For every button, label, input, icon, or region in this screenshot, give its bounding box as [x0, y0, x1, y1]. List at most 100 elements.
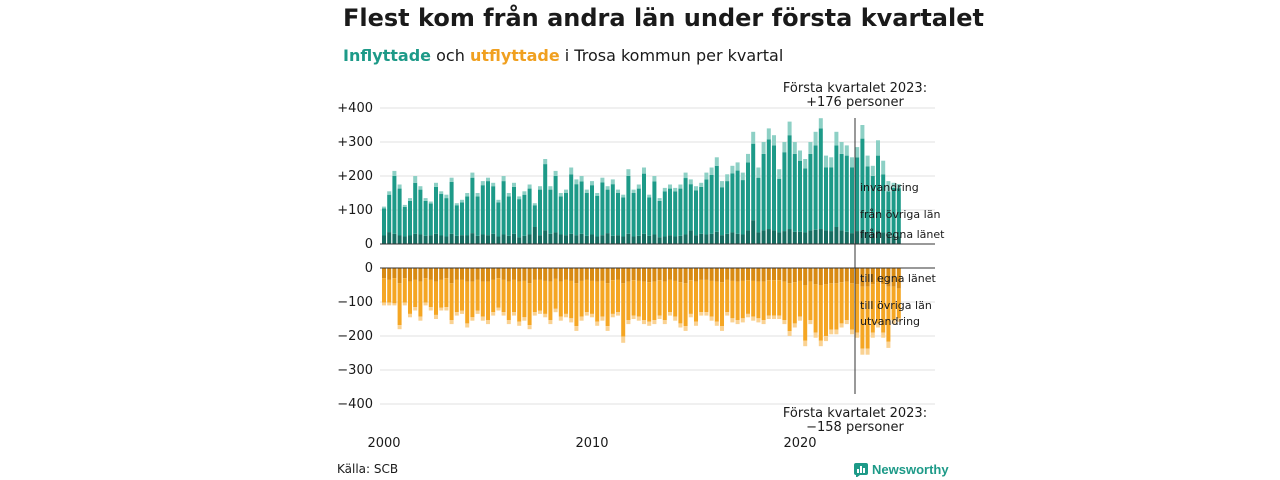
- bar-out-emigration: [418, 316, 423, 321]
- bar-out-other: [772, 280, 776, 316]
- bar-in-immigration: [558, 193, 563, 197]
- bar-out-local: [532, 268, 537, 280]
- bar-in-other: [891, 187, 896, 236]
- bar-out-other: [636, 280, 641, 317]
- bar-in-other: [605, 189, 610, 234]
- y-tick-top: +200: [337, 169, 373, 184]
- bar-in-other: [798, 160, 802, 232]
- bar-in-other: [548, 189, 553, 234]
- bar-out-other: [709, 280, 714, 317]
- bar-out-local: [896, 268, 901, 289]
- bar-out-local: [730, 268, 735, 281]
- bar-out-other: [574, 283, 579, 327]
- bar-out-emigration: [397, 325, 402, 330]
- bar-out-other: [428, 279, 433, 308]
- bar-in-local: [449, 233, 454, 244]
- bar-in-immigration: [470, 172, 475, 178]
- bar-out-emigration: [792, 323, 797, 328]
- bar-out-other: [480, 281, 485, 317]
- bar-out-local: [486, 268, 490, 282]
- bar-out-emigration: [423, 302, 428, 306]
- bar-in-immigration: [704, 172, 709, 180]
- bar-out-emigration: [694, 321, 698, 326]
- bar-in-local: [626, 233, 631, 244]
- bar-in-other: [824, 167, 828, 231]
- bar-in-other: [652, 181, 657, 235]
- bar-in-local: [761, 230, 766, 244]
- bar-in-local: [616, 235, 620, 244]
- bar-out-other: [725, 279, 730, 313]
- y-tick-top: +400: [337, 101, 373, 116]
- y-tick-bottom: −400: [337, 397, 373, 412]
- bar-out-local: [590, 268, 594, 281]
- bar-out-other: [834, 283, 839, 330]
- bar-out-emigration: [626, 320, 631, 325]
- bar-in-local: [496, 236, 501, 244]
- bar-out-other: [860, 286, 865, 349]
- bar-out-local: [558, 268, 563, 282]
- bar-in-other: [839, 153, 844, 231]
- bar-out-emigration: [579, 316, 584, 321]
- bar-in-immigration: [761, 142, 766, 154]
- bar-in-immigration: [423, 198, 428, 201]
- bar-in-local: [777, 232, 782, 244]
- bar-in-other: [870, 176, 875, 234]
- bar-in-other: [808, 153, 813, 231]
- bar-out-local: [501, 268, 506, 280]
- bar-in-immigration: [865, 155, 870, 167]
- bar-in-other: [751, 143, 756, 221]
- bar-out-local: [782, 268, 787, 282]
- bar-in-immigration: [668, 184, 672, 189]
- bar-out-local: [709, 268, 714, 281]
- bar-in-other: [881, 174, 886, 233]
- bar-out-local: [475, 268, 480, 280]
- bar-in-other: [621, 197, 626, 237]
- bar-out-other: [704, 279, 709, 313]
- y-tick-top: +300: [337, 135, 373, 150]
- bar-in-immigration: [772, 135, 776, 146]
- bar-out-emigration: [584, 312, 589, 316]
- bar-in-immigration: [480, 181, 485, 186]
- bar-out-local: [756, 268, 761, 282]
- bar-in-local: [397, 235, 402, 244]
- bar-out-other: [506, 281, 511, 321]
- bar-out-other: [850, 283, 854, 330]
- bar-out-other: [876, 282, 880, 324]
- bar-out-other: [538, 279, 542, 311]
- bar-out-local: [751, 268, 756, 281]
- bar-in-immigration: [532, 203, 537, 206]
- bar-in-immigration: [751, 131, 756, 144]
- bar-in-immigration: [746, 153, 750, 163]
- bar-out-emigration: [449, 320, 454, 325]
- bar-in-other: [475, 196, 480, 236]
- bar-in-immigration: [818, 118, 823, 129]
- bar-in-other: [501, 181, 506, 235]
- bar-out-local: [865, 268, 870, 287]
- bar-out-local: [569, 268, 574, 281]
- bar-out-emigration: [413, 307, 418, 311]
- bar-in-local: [480, 234, 485, 244]
- bar-out-local: [657, 268, 662, 281]
- bar-out-other: [616, 279, 620, 313]
- bar-in-immigration: [444, 194, 449, 199]
- bar-out-other: [408, 281, 412, 314]
- bar-in-other: [844, 155, 849, 232]
- bar-out-emigration: [387, 302, 392, 306]
- bar-in-local: [413, 233, 418, 244]
- bar-in-other: [595, 195, 600, 237]
- bar-in-other: [792, 153, 797, 232]
- bar-in-other: [720, 187, 724, 236]
- bar-out-other: [652, 281, 657, 321]
- bar-in-other: [439, 194, 444, 236]
- bar-in-other: [740, 180, 745, 235]
- bar-in-immigration: [777, 169, 782, 179]
- bar-in-other: [616, 193, 620, 236]
- bar-out-other: [683, 283, 688, 327]
- bar-out-local: [454, 268, 459, 280]
- bar-out-emigration: [402, 302, 407, 306]
- bar-in-other: [678, 188, 683, 236]
- bar-in-immigration: [595, 193, 600, 196]
- bar-in-local: [855, 231, 860, 244]
- bar-out-local: [813, 268, 818, 285]
- bar-out-emigration: [704, 312, 709, 316]
